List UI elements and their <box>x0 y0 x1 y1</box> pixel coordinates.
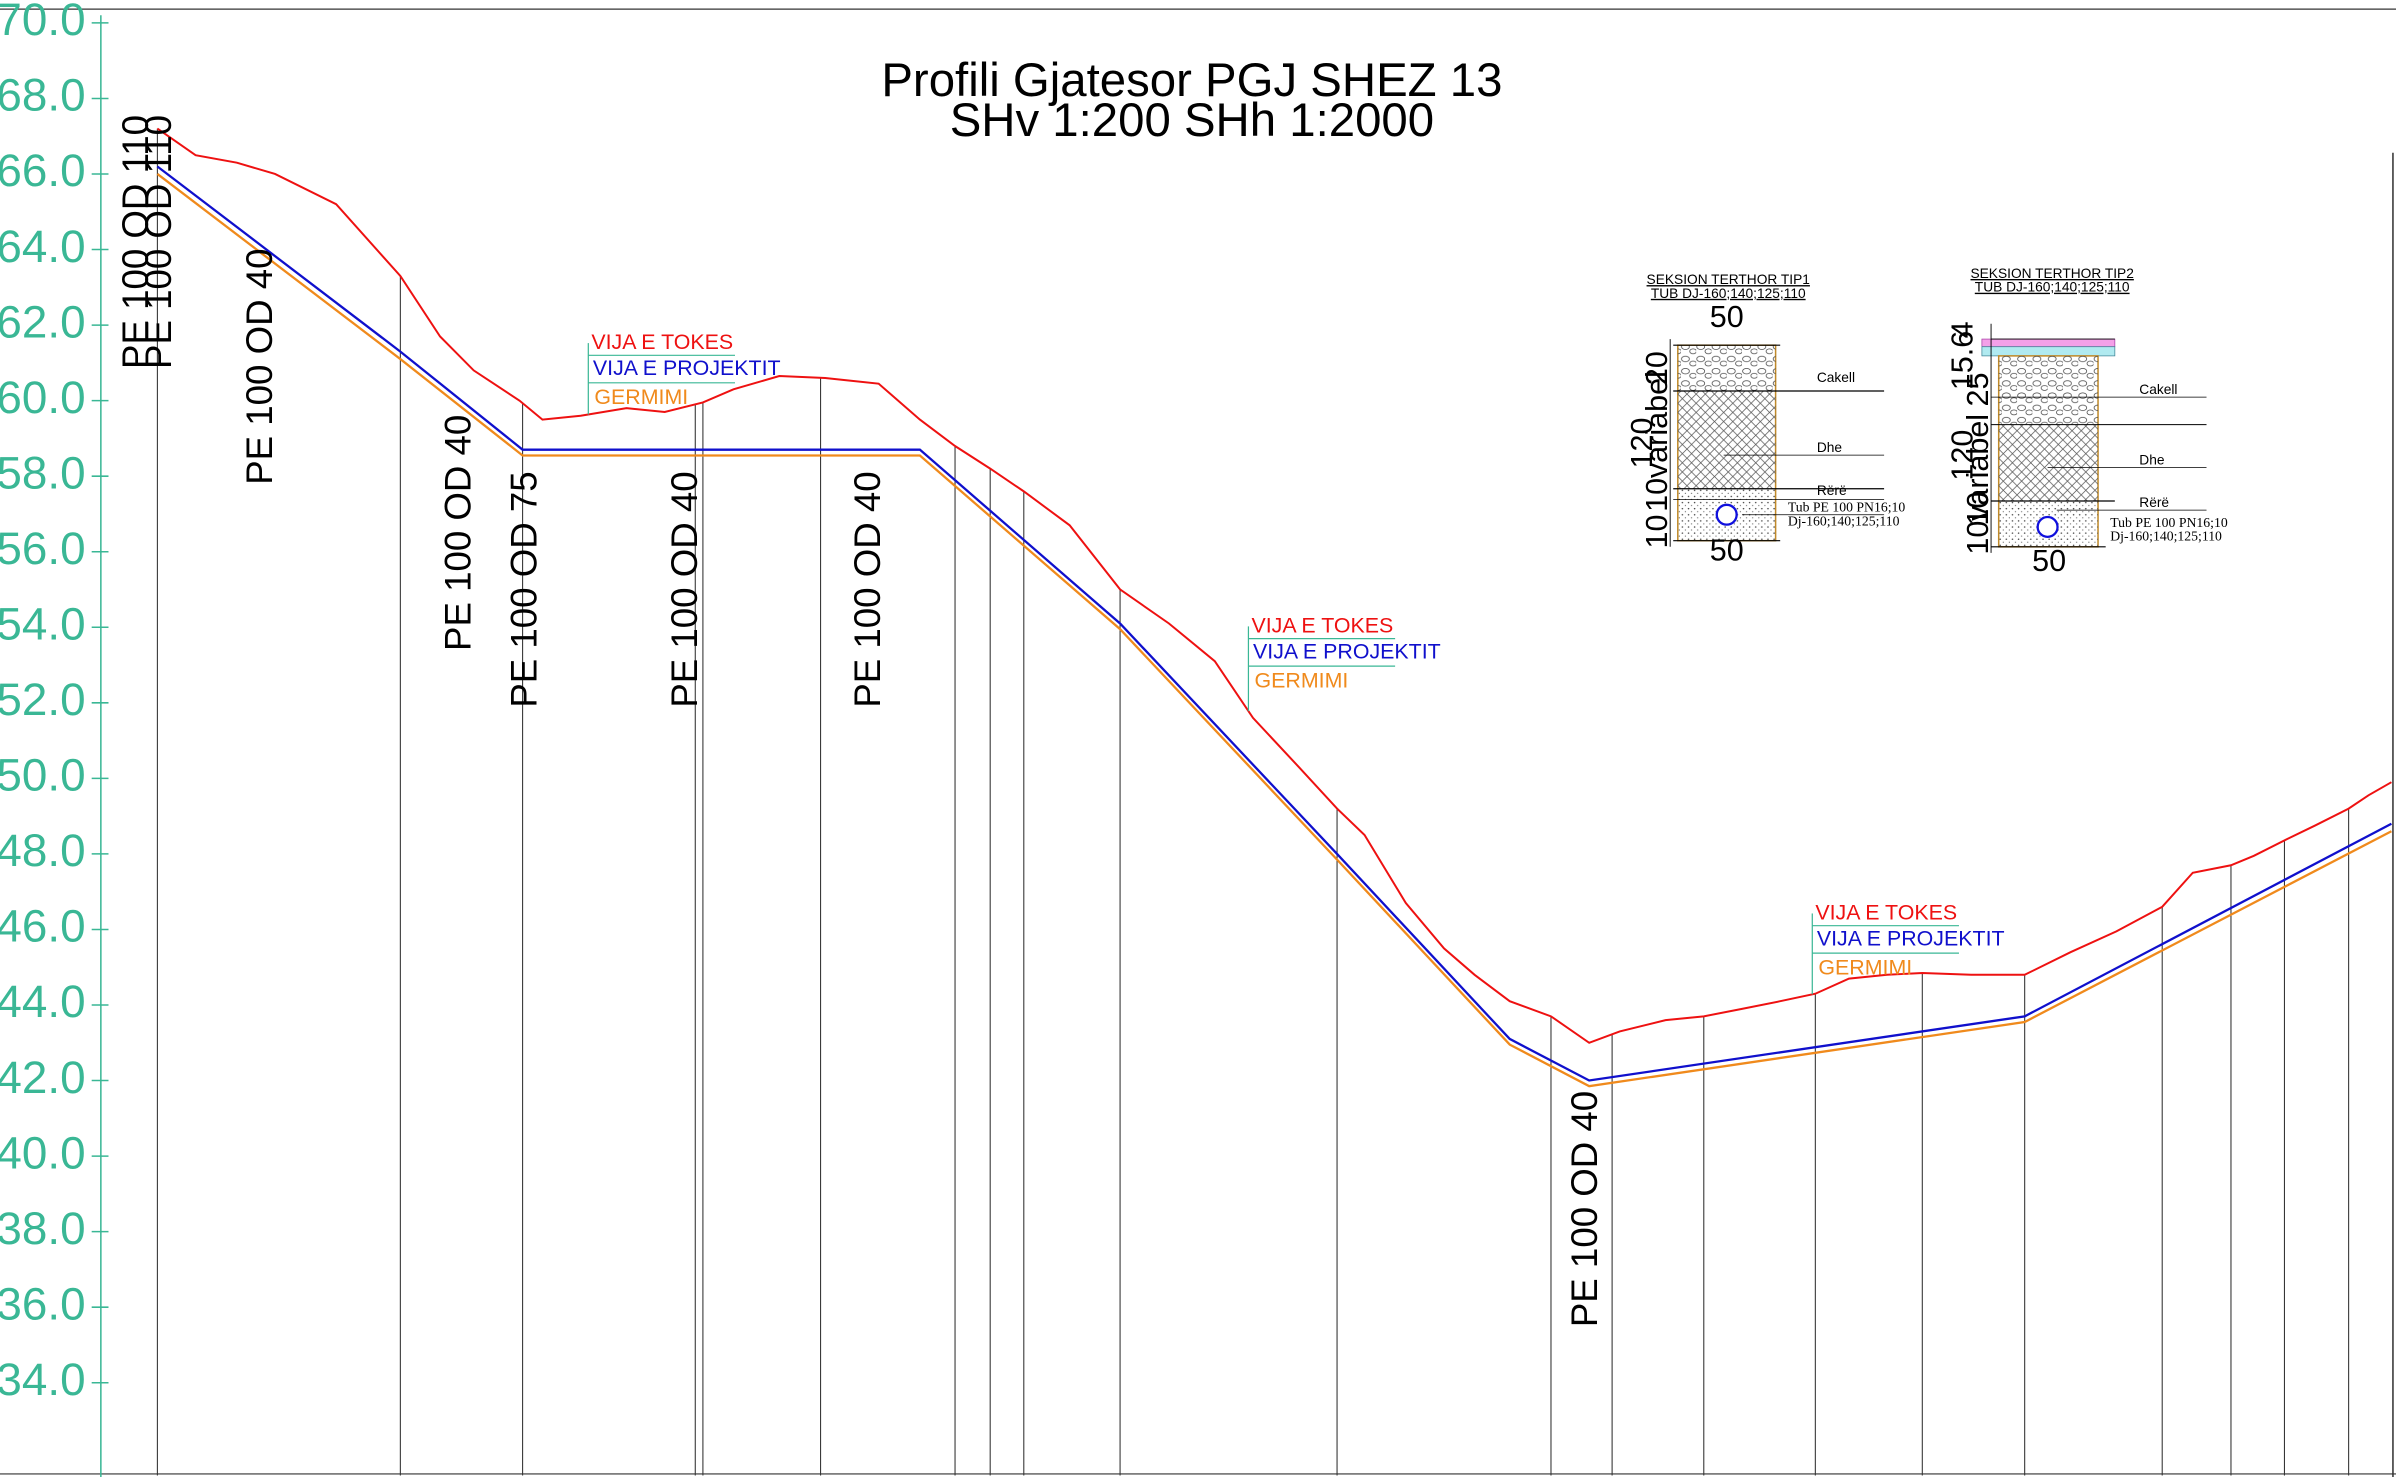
y-tick-label: 46.0 <box>0 901 86 952</box>
ground-line <box>156 127 2392 1044</box>
section-subtitle: TUB DJ-160;140;125;110 <box>1651 286 1806 301</box>
legend-ground-label: VIJA E TOKES <box>1815 901 1957 925</box>
dim-total: 120 <box>1625 417 1659 468</box>
excavation-line <box>156 173 2392 1088</box>
pipe-circle <box>2036 515 2059 539</box>
legend-excavation-label: GERMIMI <box>1255 668 1349 692</box>
layer-label-sand: Rërë <box>1817 483 1847 498</box>
pipe-label: PE 100 OD 110 <box>138 115 179 369</box>
dim-base: 15.6 <box>1946 331 1980 390</box>
y-tick-label: 42.0 <box>0 1052 86 1103</box>
pipe-label: PE 100 OD 40 <box>847 471 888 707</box>
profile-series <box>156 127 2392 1088</box>
pipe-note-2: Dj-160;140;125;110 <box>1788 513 1900 528</box>
y-tick-label: 54.0 <box>0 599 86 650</box>
legend-excavation-label: GERMIMI <box>1818 956 1912 980</box>
soil-layer <box>1677 391 1776 489</box>
dim-sand-bottom: 10 <box>1640 515 1674 549</box>
y-tick-label: 58.0 <box>0 447 86 498</box>
soil-layer <box>1998 424 2099 501</box>
section-width-top: 50 <box>1710 300 1744 334</box>
y-tick-label: 68.0 <box>0 70 86 121</box>
dim-sand-top: 10 <box>1640 478 1674 512</box>
y-tick-label: 60.0 <box>0 372 86 423</box>
asphalt-layer <box>1981 338 2116 348</box>
pipe-note-1: Tub PE 100 PN16;10 <box>2110 515 2228 530</box>
chart-title: Profili Gjatesor PGJ SHEZ 13 <box>881 54 1502 107</box>
y-tick-label: 44.0 <box>0 976 86 1027</box>
chart-subtitle: SHv 1:200 SHh 1:2000 <box>950 94 1434 147</box>
section-width-bottom: 50 <box>2032 544 2066 578</box>
y-tick-label: 50.0 <box>0 750 86 801</box>
pipe-label: PE 100 OD 40 <box>664 471 705 707</box>
pipe-label: PE 100 OD 75 <box>503 471 544 707</box>
layer-label-soil: Dhe <box>1817 440 1843 455</box>
base-layer <box>1981 346 2116 357</box>
pipe-note-2: Dj-160;140;125;110 <box>2110 529 2222 544</box>
layer-label-gravel: Cakell <box>2139 382 2177 397</box>
pipe-label: PE 100 OD 40 <box>1564 1091 1605 1327</box>
y-tick-label: 34.0 <box>0 1354 86 1405</box>
dim-variable: variabel <box>1961 414 1995 521</box>
dim-sand-top: 10 <box>1961 492 1995 526</box>
legend-excavation-label: GERMIMI <box>594 385 688 409</box>
section-subtitle: TUB DJ-160;140;125;110 <box>1975 280 2130 295</box>
pipe-label: PE 100 OD 110 <box>115 115 156 369</box>
project-line <box>156 165 2392 1082</box>
dim-sand-bottom: 10 <box>1961 521 1995 555</box>
pipe-label: PE 100 OD 40 <box>239 248 280 484</box>
section-width-bottom: 50 <box>1710 534 1744 568</box>
legend-ground-label: VIJA E TOKES <box>1251 614 1393 638</box>
y-tick-label: 48.0 <box>0 825 86 876</box>
y-tick-label: 52.0 <box>0 674 86 725</box>
y-tick-label: 56.0 <box>0 523 86 574</box>
y-tick-label: 70.0 <box>0 0 86 45</box>
gravel-layer <box>1998 355 2099 425</box>
section-title: SEKSION TERTHOR TIP2 <box>1970 266 2133 281</box>
layer-label-sand: Rërë <box>2139 495 2169 510</box>
section-title: SEKSION TERTHOR TIP1 <box>1647 272 1810 287</box>
y-tick-label: 66.0 <box>0 145 86 196</box>
dim-gravel: 25 <box>1961 372 1995 406</box>
cross-section-type-1: SEKSION TERTHOR TIP1 TUB DJ-160;140;125;… <box>1625 272 1906 567</box>
y-tick-label: 64.0 <box>0 221 86 272</box>
gravel-layer <box>1677 345 1776 392</box>
pipe-circle <box>1715 503 1738 526</box>
layer-label-gravel: Cakell <box>1817 370 1855 385</box>
y-tick-label: 38.0 <box>0 1203 86 1254</box>
y-axis-ticks: 70.0 68.0 66.0 64.0 62.0 60.0 58.0 56.0 54.0 52.0… <box>0 0 109 1405</box>
y-tick-label: 40.0 <box>0 1127 86 1178</box>
layer-label-soil: Dhe <box>2139 452 2165 467</box>
y-tick-label: 36.0 <box>0 1278 86 1329</box>
pipe-note-1: Tub PE 100 PN16;10 <box>1788 500 1906 515</box>
legend-project-label: VIJA E PROJEKTIT <box>1253 639 1441 663</box>
dim-gravel: 20 <box>1640 351 1674 385</box>
legend-ground-label: VIJA E TOKES <box>591 330 733 354</box>
dim-variable: variabel <box>1640 371 1674 478</box>
dim-total: 120 <box>1946 430 1980 481</box>
dim-asphalt: 4 <box>1946 321 1980 338</box>
legend-project-label: VIJA E PROJEKTIT <box>1817 927 2005 951</box>
y-tick-label: 62.0 <box>0 296 86 347</box>
station-lines <box>156 128 2350 1476</box>
pipe-label: PE 100 OD 40 <box>438 415 479 651</box>
cross-section-type-2: SEKSION TERTHOR TIP2 TUB DJ-160;140;125;… <box>1946 266 2228 578</box>
legend-project-label: VIJA E PROJEKTIT <box>593 356 781 380</box>
